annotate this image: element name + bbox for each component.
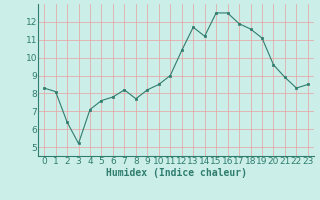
X-axis label: Humidex (Indice chaleur): Humidex (Indice chaleur) <box>106 168 246 178</box>
